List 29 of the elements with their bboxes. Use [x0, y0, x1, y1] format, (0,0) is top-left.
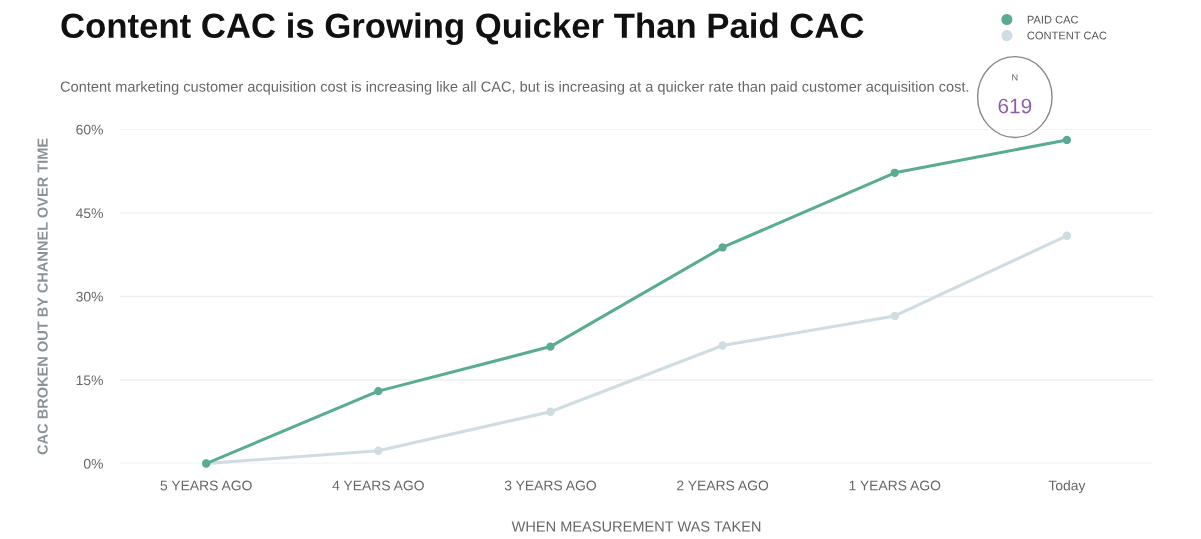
text: 619: [998, 98, 1032, 114]
point: [546, 342, 555, 351]
chart-title: Content CAC is Growing Quicker Than Paid CAC: [61, 12, 864, 46]
x-tick-label: 4 YEARS AGO: [332, 480, 424, 491]
x-tick-label: 2 YEARS AGO: [677, 480, 769, 491]
x-tick-label: Today: [1048, 480, 1086, 494]
y-tick-label: 15%: [76, 375, 103, 386]
y-tick-label: 30%: [76, 291, 103, 302]
x-tick-label: 1 YEARS AGO: [849, 480, 941, 491]
point: [718, 243, 727, 252]
point: [890, 311, 899, 321]
x-tick-label: 3 YEARS AGO: [504, 480, 596, 491]
point: [890, 168, 899, 177]
y-tick-label: 0%: [83, 458, 103, 469]
x-axis-title: WHEN MEASUREMENT WAS TAKEN: [511, 521, 761, 532]
y-tick-label: 45%: [75, 208, 103, 219]
y-axis-title: CAC BROKEN OUT BY CHANNEL OVER TIME: [37, 138, 48, 455]
point: [1062, 135, 1072, 145]
legend-label: PAID CAC: [1027, 15, 1079, 24]
point: [374, 446, 383, 455]
y-tick-label: 60%: [76, 124, 103, 135]
chart-subtitle: Content marketing customer acquisition cost is increasing like all CAC, but is increasing at a quicker rate than paid customer acquisition cost.: [60, 81, 969, 95]
point: [374, 386, 383, 396]
point: [718, 341, 727, 350]
point: [546, 407, 555, 416]
point: [1062, 231, 1072, 240]
text: N: [1012, 74, 1018, 81]
legend-label: CONTENT CAC: [1027, 31, 1107, 40]
x-tick-label: 5 YEARS AGO: [160, 480, 252, 491]
